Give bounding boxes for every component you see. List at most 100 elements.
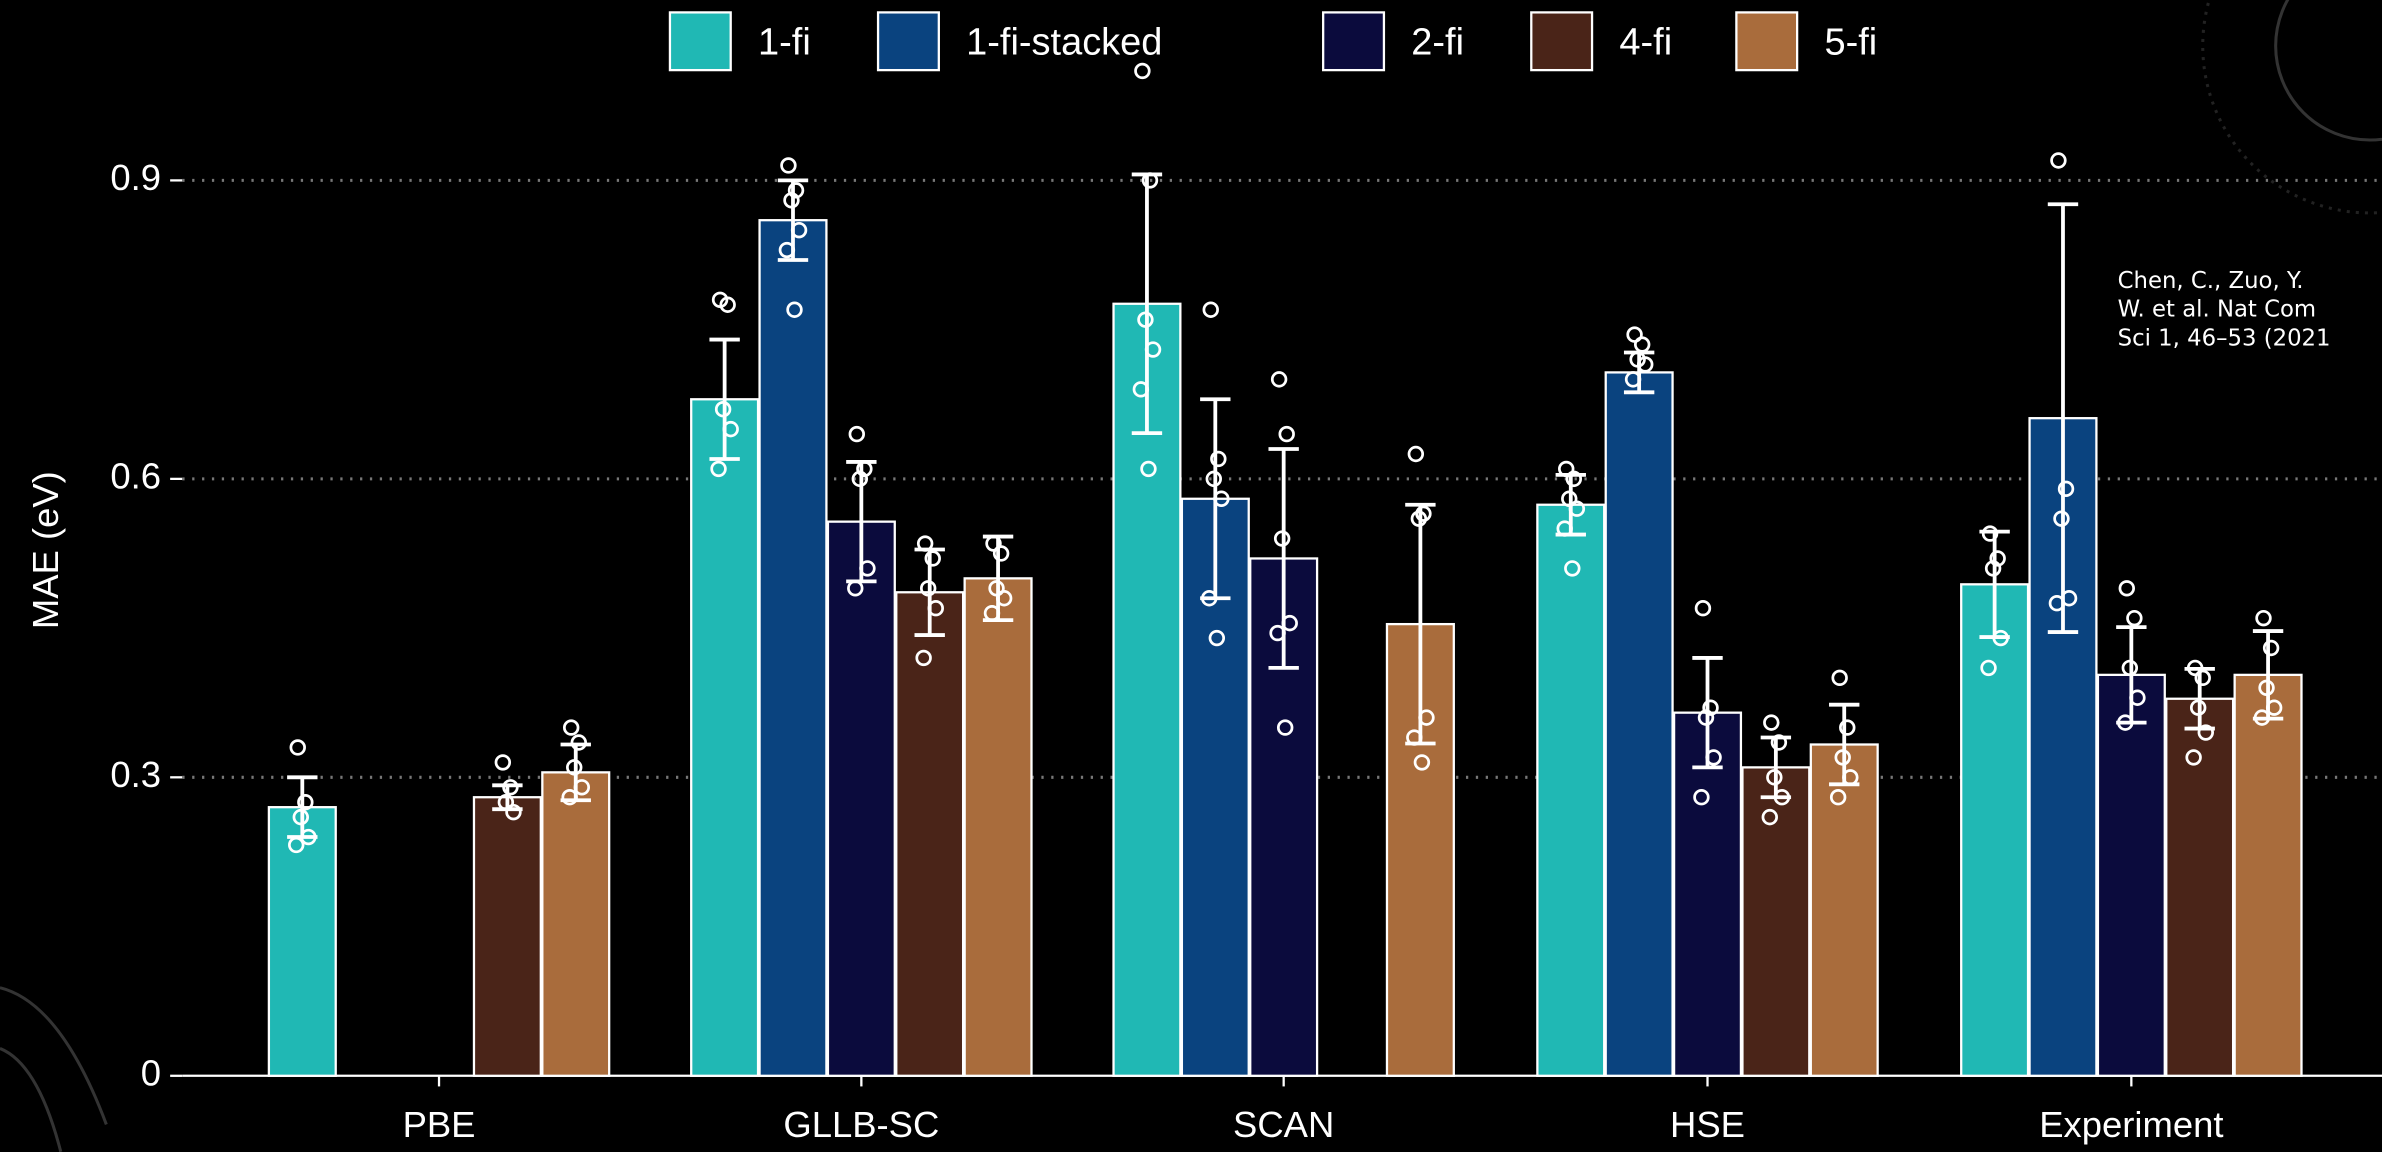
data-point: [722, 420, 739, 438]
data-point: [1556, 520, 1573, 537]
data-point: [292, 808, 309, 826]
bar: [541, 771, 611, 1077]
bar: [963, 577, 1033, 1077]
data-point: [566, 759, 583, 776]
data-point: [1144, 341, 1162, 358]
data-point: [1561, 490, 1578, 507]
data-point: [1406, 729, 1423, 746]
bar: [758, 219, 828, 1077]
data-point: [2255, 609, 2272, 627]
data-point: [289, 739, 306, 756]
data-point: [505, 803, 522, 821]
data-point: [851, 470, 869, 488]
data-point: [2186, 659, 2204, 677]
data-point: [1839, 719, 1856, 736]
legend-swatch: [1322, 11, 1386, 72]
data-point: [1418, 709, 1435, 726]
data-point: [1694, 599, 1712, 617]
data-point: [1763, 714, 1780, 731]
data-point: [1210, 450, 1227, 468]
data-point: [494, 754, 512, 771]
data-point: [2265, 699, 2283, 716]
data-point: [719, 296, 736, 313]
y-tick-label: 0.9: [110, 157, 161, 198]
data-point: [297, 793, 314, 811]
bar: [1672, 711, 1743, 1077]
data-point: [1992, 629, 2009, 647]
data-point: [924, 550, 941, 567]
data-point: [1834, 749, 1851, 766]
data-point: [2258, 679, 2275, 696]
data-point: [848, 425, 865, 443]
x-tick-label: SCAN: [1233, 1104, 1334, 1145]
data-point: [1202, 301, 1219, 318]
data-point: [1413, 754, 1431, 771]
citation-line: Sci 1, 46–53 (2021: [2118, 326, 2331, 352]
legend-swatch: [1530, 11, 1594, 72]
data-point: [502, 779, 519, 796]
data-point: [2189, 699, 2207, 716]
y-tick-label: 0: [141, 1052, 161, 1093]
data-point: [916, 535, 934, 552]
data-point: [1201, 590, 1218, 607]
legend-label: 4-fi: [1619, 21, 1672, 63]
data-point: [1270, 371, 1288, 388]
data-point: [1558, 460, 1575, 478]
data-point: [714, 401, 732, 418]
data-point: [1134, 62, 1151, 80]
data-point: [1415, 505, 1432, 522]
data-point: [780, 157, 797, 174]
data-point: [1842, 769, 1859, 786]
bar: [2233, 673, 2303, 1077]
data-point: [2057, 480, 2075, 498]
legend-label: 1-fi: [758, 21, 811, 63]
data-point: [1705, 749, 1722, 766]
data-point: [2185, 749, 2202, 766]
bar: [895, 591, 965, 1077]
legend-label: 1-fi-stacked: [966, 21, 1162, 63]
data-point: [2117, 714, 2134, 731]
data-point: [2053, 510, 2070, 527]
x-tick-label: HSE: [1670, 1104, 1745, 1145]
data-point: [300, 828, 317, 846]
data-point: [562, 719, 580, 736]
data-point: [790, 221, 808, 239]
bar: [826, 520, 896, 1077]
data-point: [1132, 381, 1150, 398]
data-point: [985, 535, 1002, 552]
bar: [1536, 503, 1606, 1077]
data-point: [919, 580, 937, 597]
citation-line: Chen, C., Zuo, Y.: [2118, 268, 2304, 294]
data-point: [1624, 371, 1642, 388]
data-point: [1831, 669, 1848, 687]
data-point: [573, 779, 591, 796]
data-point: [288, 836, 305, 854]
data-point: [1565, 470, 1583, 488]
data-point: [1278, 425, 1295, 443]
data-point: [1407, 445, 1425, 463]
error-bar: [709, 337, 740, 461]
data-point: [1213, 490, 1230, 507]
x-tick-label: PBE: [403, 1104, 476, 1145]
data-point: [2050, 152, 2067, 169]
data-point: [1766, 769, 1783, 786]
x-tick-label: GLLB-SC: [783, 1104, 939, 1145]
data-point: [1773, 789, 1791, 806]
data-point: [2129, 689, 2146, 706]
citation-line: W. et al. Nat Com: [2118, 297, 2316, 323]
data-point: [561, 789, 578, 806]
legend-swatch: [876, 11, 940, 72]
bar: [1604, 371, 1674, 1077]
bar: [1960, 583, 2030, 1077]
y-tick-label: 0.3: [110, 754, 161, 795]
data-point: [497, 793, 515, 811]
data-point: [1697, 709, 1715, 726]
data-point: [1980, 659, 1997, 677]
y-tick-label: 0.6: [110, 455, 161, 496]
data-point: [1829, 789, 1847, 806]
data-point: [1276, 719, 1294, 736]
data-point: [1205, 470, 1222, 488]
